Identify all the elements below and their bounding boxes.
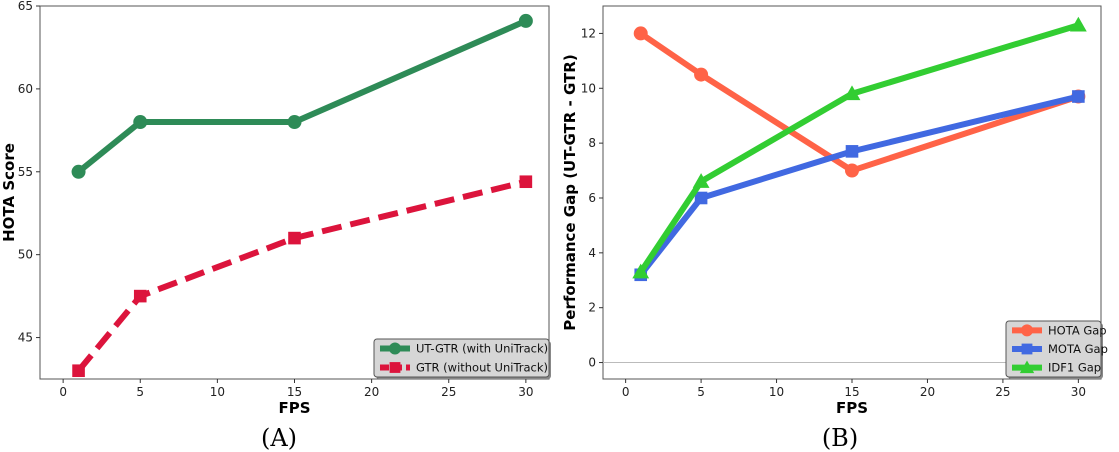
data-point — [288, 231, 301, 245]
data-point — [133, 289, 147, 303]
x-tick-label: 5 — [136, 385, 144, 399]
legend-marker — [1019, 360, 1035, 374]
y-axis-label: Performance Gap (UT-GTR - GTR) — [561, 54, 579, 330]
legend-marker — [1021, 324, 1033, 337]
y-tick-label: 50 — [18, 248, 33, 262]
x-tick-label: 0 — [622, 385, 630, 399]
data-point — [692, 173, 710, 188]
data-point — [519, 175, 533, 189]
data-point — [843, 85, 861, 101]
legend-label: HOTA Gap — [1048, 323, 1107, 337]
legend-label: UT-GTR (with UniTrack) — [416, 342, 548, 356]
legend-marker — [389, 362, 401, 373]
x-tick-label: 30 — [518, 385, 533, 399]
y-tick-label: 4 — [588, 246, 596, 260]
y-axis-label: HOTA Score — [0, 143, 18, 242]
x-tick-label: 25 — [995, 385, 1010, 399]
x-tick-label: 10 — [210, 385, 225, 399]
data-point — [633, 26, 648, 41]
x-tick-label: 15 — [844, 385, 859, 399]
series-gtr-without-unitrack- — [72, 175, 533, 378]
data-point — [72, 364, 85, 378]
series-line — [638, 22, 1080, 274]
data-point — [287, 115, 302, 130]
y-tick-label: 0 — [588, 356, 596, 370]
x-tick-label: 20 — [364, 385, 379, 399]
x-tick-label: 10 — [769, 385, 784, 399]
panel-caption: (B) — [822, 424, 858, 452]
y-tick-label: 55 — [18, 165, 33, 179]
y-tick-label: 8 — [588, 136, 596, 150]
data-point — [694, 191, 708, 205]
y-tick-label: 12 — [581, 26, 596, 40]
panel-b-performance-gap: 0 5 10 15 20 25 30 0 2 4 6 8 10 12 FPS Performance Gap … — [561, 5, 1108, 452]
legend-marker — [389, 342, 401, 355]
data-point — [632, 263, 650, 279]
y-tick-label: 2 — [588, 301, 596, 315]
legend: UT-GTR (with UniTrack) GTR (without UniTr… — [373, 338, 551, 379]
y-tick-label: 60 — [18, 82, 33, 96]
legend-marker — [1021, 343, 1033, 355]
panel-caption: (A) — [261, 424, 297, 452]
legend-label: GTR (without UniTrack) — [416, 361, 548, 375]
series-idf1-gap — [632, 16, 1087, 279]
data-point — [71, 164, 86, 179]
x-tick-label: 15 — [287, 385, 302, 399]
panel-a-hota-score: 0 5 10 15 20 25 30 45 50 55 60 65 FPS HOTA Score (A) UT… — [0, 0, 551, 452]
x-axis-label: FPS — [836, 399, 868, 417]
x-tick-label: 20 — [920, 385, 935, 399]
data-point — [845, 145, 859, 158]
data-point — [133, 115, 148, 130]
x-tick-label: 5 — [697, 385, 705, 399]
legend: HOTA Gap MOTA Gap IDF1 Gap — [1005, 320, 1108, 379]
series-hota-gap — [633, 26, 1086, 178]
y-tick-label: 65 — [18, 0, 33, 13]
data-point — [694, 67, 709, 82]
series-line — [76, 178, 527, 373]
legend-label: MOTA Gap — [1048, 342, 1108, 356]
data-point — [845, 163, 859, 178]
y-tick-label: 45 — [18, 331, 33, 345]
x-tick-label: 30 — [1071, 385, 1086, 399]
data-point — [518, 13, 533, 28]
x-axis-label: FPS — [278, 399, 310, 417]
legend-box — [373, 338, 550, 378]
y-tick-label: 10 — [581, 81, 596, 95]
series-line — [76, 18, 528, 175]
data-point — [1069, 16, 1087, 32]
x-tick-label: 0 — [59, 385, 67, 399]
series-line — [638, 93, 1080, 277]
x-tick-label: 25 — [441, 385, 456, 399]
legend-label: IDF1 Gap — [1048, 361, 1101, 375]
series-ut-gtr-with-unitrack- — [71, 13, 533, 179]
y-tick-label: 6 — [588, 191, 596, 205]
data-point — [1072, 90, 1085, 103]
series-line — [639, 30, 1080, 174]
